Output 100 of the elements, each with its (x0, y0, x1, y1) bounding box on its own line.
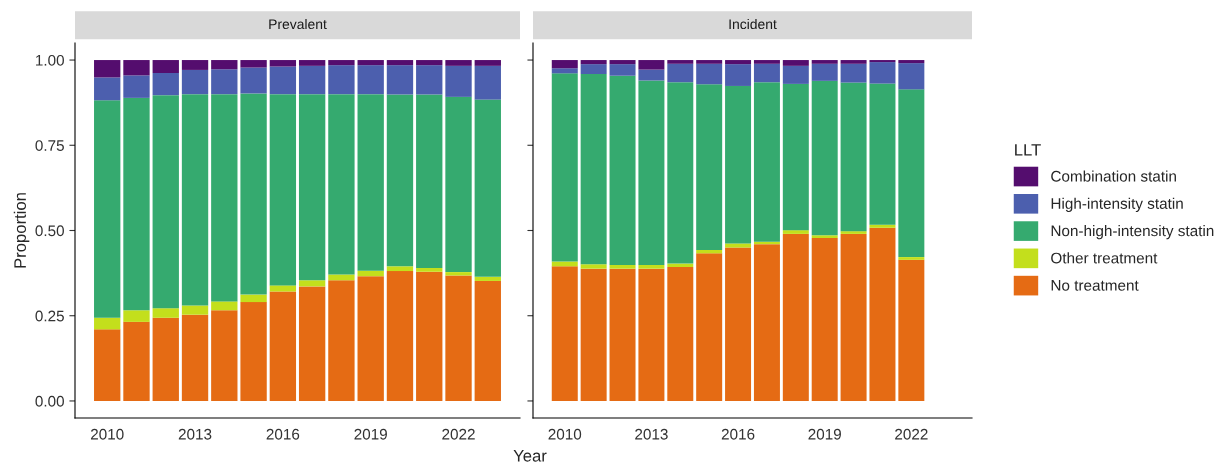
legend-label: Non-high-intensity statin (1051, 225, 1214, 240)
x-tick-label: 2010 (90, 428, 124, 440)
x-tick-label: 2022 (895, 428, 928, 440)
bar (357, 94, 384, 271)
bar (898, 259, 925, 401)
bar (474, 280, 501, 401)
legend-label: Other treatment (1051, 252, 1158, 264)
bar (638, 80, 665, 265)
legend-label: Combination statin (1051, 170, 1176, 182)
legend-title: LLT (1015, 144, 1041, 156)
bar (782, 60, 809, 66)
x-tick-label: 2019 (808, 428, 841, 440)
bar (94, 317, 121, 330)
bar (667, 266, 694, 401)
bar (551, 60, 578, 69)
bar (551, 266, 578, 401)
bar (638, 268, 665, 401)
bar (240, 302, 267, 401)
bar (898, 63, 925, 90)
bar (840, 231, 867, 234)
bar (580, 64, 607, 75)
bar (211, 310, 238, 401)
bar (551, 68, 578, 74)
bar (152, 60, 179, 73)
bar (782, 65, 809, 84)
x-tick-label: 2010 (548, 428, 582, 440)
bar (782, 83, 809, 231)
x-tick-label: 2016 (721, 428, 755, 440)
bar (328, 280, 355, 401)
bar (269, 94, 297, 286)
bar (357, 65, 384, 95)
bar (328, 274, 355, 281)
bar (181, 60, 209, 70)
bar (811, 238, 838, 401)
bar (609, 64, 636, 76)
bar (211, 60, 238, 70)
bar (696, 253, 723, 401)
bar (240, 60, 267, 68)
x-tick-label: 2016 (266, 428, 300, 440)
bar (328, 60, 355, 66)
bar (474, 99, 501, 277)
bar (386, 94, 414, 267)
bar (357, 60, 384, 66)
bar (725, 243, 752, 248)
legend-label: No treatment (1051, 280, 1139, 291)
x-tick-label: 2013 (635, 428, 668, 440)
bar (898, 60, 925, 64)
bar (269, 66, 297, 95)
bar (240, 294, 267, 303)
x-axis-title: Year (513, 450, 547, 462)
bar (269, 60, 297, 67)
bar (869, 227, 896, 401)
bar (696, 84, 723, 250)
bar (94, 329, 121, 401)
bar (474, 276, 501, 281)
bar (211, 69, 238, 95)
bar (445, 96, 472, 273)
bar (580, 264, 607, 269)
bar (840, 233, 867, 401)
bar (94, 77, 121, 101)
bar (869, 224, 896, 228)
bar (898, 89, 925, 258)
bar (181, 69, 209, 95)
y-tick-label: 1.00 (36, 54, 64, 66)
bar (580, 74, 607, 265)
bar (386, 65, 414, 95)
bar (753, 63, 780, 83)
bar (123, 97, 150, 311)
bar (638, 69, 665, 81)
bar (152, 308, 179, 318)
bar (840, 63, 867, 83)
bar (181, 305, 209, 315)
bar (445, 60, 472, 66)
bar (386, 271, 414, 401)
bar (386, 60, 414, 66)
bar (811, 80, 838, 236)
bar (869, 83, 896, 225)
bar (811, 63, 838, 81)
y-tick-label: 0.50 (35, 225, 64, 237)
x-tick-label: 2013 (178, 428, 212, 440)
bar (840, 60, 867, 64)
bar (152, 95, 179, 309)
bar (416, 60, 443, 66)
bar (94, 60, 121, 78)
bar (152, 73, 179, 96)
bar (638, 264, 665, 269)
bar (667, 60, 694, 64)
bar (123, 60, 150, 76)
bar (551, 73, 578, 262)
bar (445, 272, 472, 276)
bar (840, 82, 867, 232)
bar (580, 268, 607, 401)
bar (725, 85, 752, 244)
bar (609, 75, 636, 265)
bar (609, 264, 636, 269)
bar (416, 268, 443, 272)
bar (609, 60, 636, 65)
bar (445, 65, 472, 97)
bar (181, 314, 209, 401)
bar (474, 65, 501, 100)
